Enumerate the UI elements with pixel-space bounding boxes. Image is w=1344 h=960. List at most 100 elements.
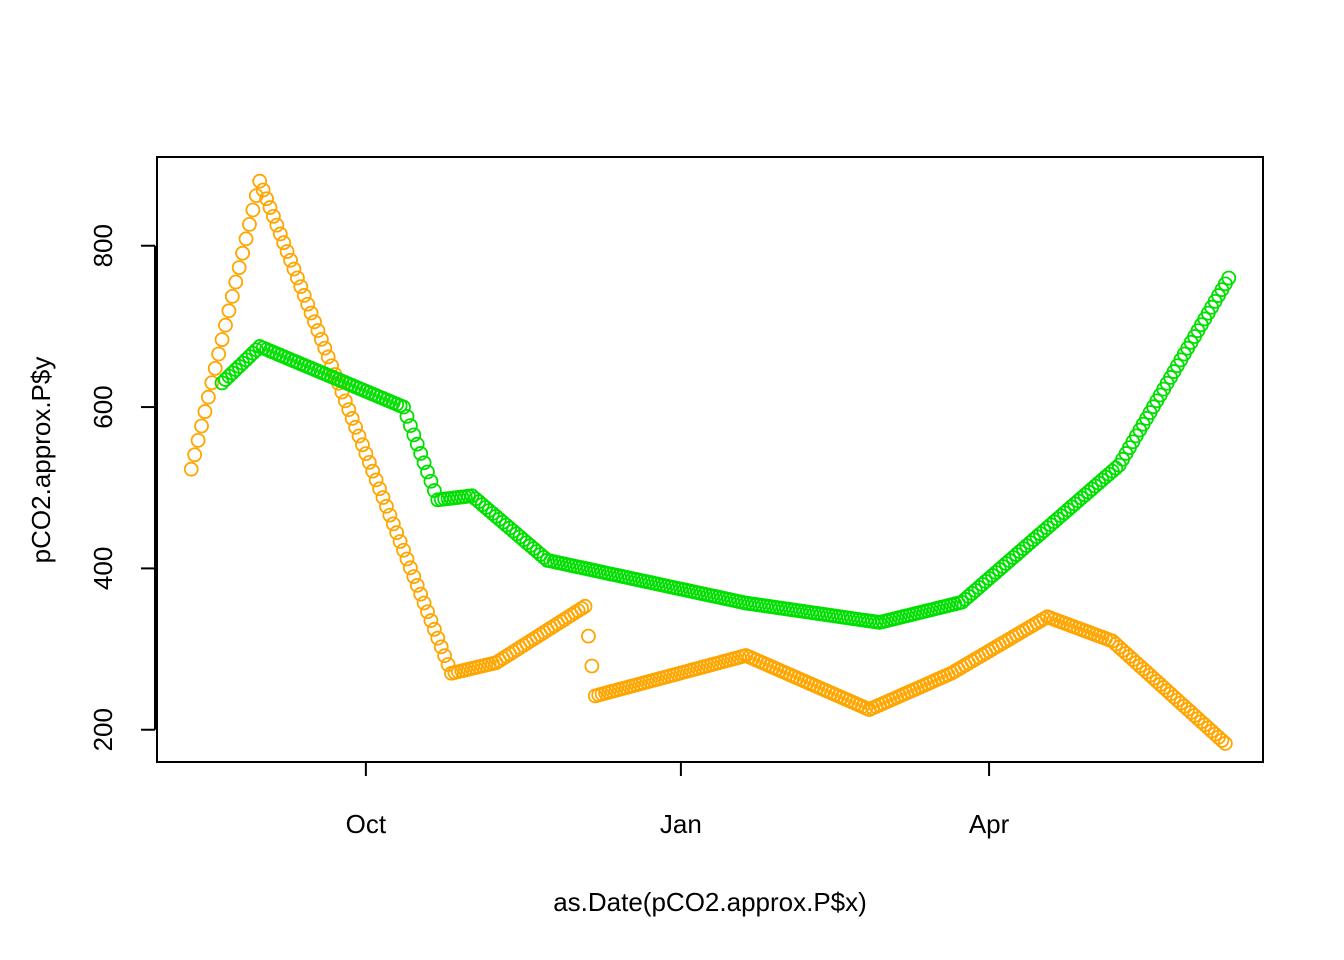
data-point xyxy=(420,604,435,620)
data-point xyxy=(269,217,285,233)
data-point xyxy=(426,621,442,637)
data-point xyxy=(344,411,360,426)
data-point xyxy=(200,389,216,405)
x-tick-label: Apr xyxy=(969,809,1010,839)
data-point xyxy=(348,419,364,435)
data-point xyxy=(420,464,435,480)
data-point xyxy=(355,437,370,453)
data-point xyxy=(211,346,227,362)
data-point xyxy=(379,498,394,514)
data-point xyxy=(293,279,309,295)
data-point xyxy=(402,560,418,576)
data-point xyxy=(231,260,247,275)
data-point xyxy=(358,446,374,461)
data-point xyxy=(389,525,405,541)
data-point xyxy=(228,274,244,290)
data-point xyxy=(245,202,261,218)
data-point xyxy=(409,436,425,452)
data-point xyxy=(341,402,357,418)
x-axis: Oct Jan Apr xyxy=(346,762,1010,839)
data-point xyxy=(368,472,384,488)
data-point xyxy=(266,208,281,224)
data-point xyxy=(235,245,251,261)
data-point xyxy=(375,490,391,505)
data-point xyxy=(296,288,312,303)
data-point xyxy=(382,507,398,523)
data-point xyxy=(361,454,377,470)
data-point xyxy=(396,542,411,558)
data-point xyxy=(218,317,233,333)
data-point xyxy=(1214,732,1230,748)
data-point xyxy=(337,393,353,409)
y-tick-label: 800 xyxy=(88,224,118,267)
data-point xyxy=(279,244,295,259)
data-point xyxy=(351,428,367,444)
series-2 xyxy=(214,270,1237,630)
data-point xyxy=(307,314,322,330)
data-point xyxy=(413,446,429,461)
data-point xyxy=(372,481,387,497)
data-point xyxy=(276,235,292,251)
data-point xyxy=(577,598,593,614)
data-point xyxy=(262,200,278,215)
data-point xyxy=(423,473,439,489)
data-point xyxy=(365,463,381,479)
data-point xyxy=(574,601,589,616)
data-point xyxy=(224,288,240,304)
y-tick-label: 200 xyxy=(88,708,118,751)
data-point xyxy=(289,270,305,286)
data-point xyxy=(320,349,336,365)
data-point xyxy=(259,191,274,207)
y-axis: 200 400 600 800 xyxy=(88,224,156,751)
data-point xyxy=(396,399,411,415)
data-point xyxy=(207,360,223,376)
data-point xyxy=(197,404,213,419)
data-point xyxy=(187,447,203,463)
x-axis-label: as.Date(pCO2.approx.P$x) xyxy=(553,887,867,917)
data-point xyxy=(242,216,257,232)
data-point xyxy=(283,252,298,268)
data-point xyxy=(194,418,209,434)
data-point xyxy=(313,331,329,347)
data-point xyxy=(406,569,422,585)
data-point xyxy=(300,296,316,312)
data-point xyxy=(423,613,439,628)
series-1 xyxy=(183,173,1233,751)
data-point xyxy=(402,418,418,434)
data-point xyxy=(272,226,288,242)
y-tick-label: 600 xyxy=(88,385,118,428)
data-point xyxy=(238,231,254,247)
data-point xyxy=(317,340,333,356)
data-point xyxy=(385,516,401,532)
data-point xyxy=(413,586,429,602)
data-point xyxy=(437,648,453,664)
y-tick-label: 400 xyxy=(88,547,118,590)
y-axis-label: pCO2.approx.P$y xyxy=(26,357,56,564)
data-point xyxy=(406,427,422,443)
data-point xyxy=(183,461,199,477)
data-point xyxy=(255,182,271,198)
data-point xyxy=(221,303,237,319)
data-point xyxy=(416,455,432,471)
data-point xyxy=(303,305,319,321)
data-point xyxy=(581,628,596,644)
data-point xyxy=(399,408,415,424)
data-point xyxy=(1221,270,1237,286)
data-point xyxy=(399,551,415,567)
x-tick-label: Oct xyxy=(346,809,387,839)
data-point xyxy=(584,658,600,674)
plot-frame xyxy=(156,156,1264,763)
data-point xyxy=(214,332,230,347)
data-point xyxy=(310,323,326,338)
data-point xyxy=(430,630,446,646)
data-point xyxy=(204,375,220,391)
data-point xyxy=(1217,736,1233,751)
data-point xyxy=(392,534,408,549)
x-tick-label: Jan xyxy=(660,809,702,839)
data-point xyxy=(190,432,206,448)
data-point xyxy=(252,173,268,189)
data-point xyxy=(409,577,425,593)
data-point xyxy=(416,595,432,611)
data-point xyxy=(433,639,449,655)
